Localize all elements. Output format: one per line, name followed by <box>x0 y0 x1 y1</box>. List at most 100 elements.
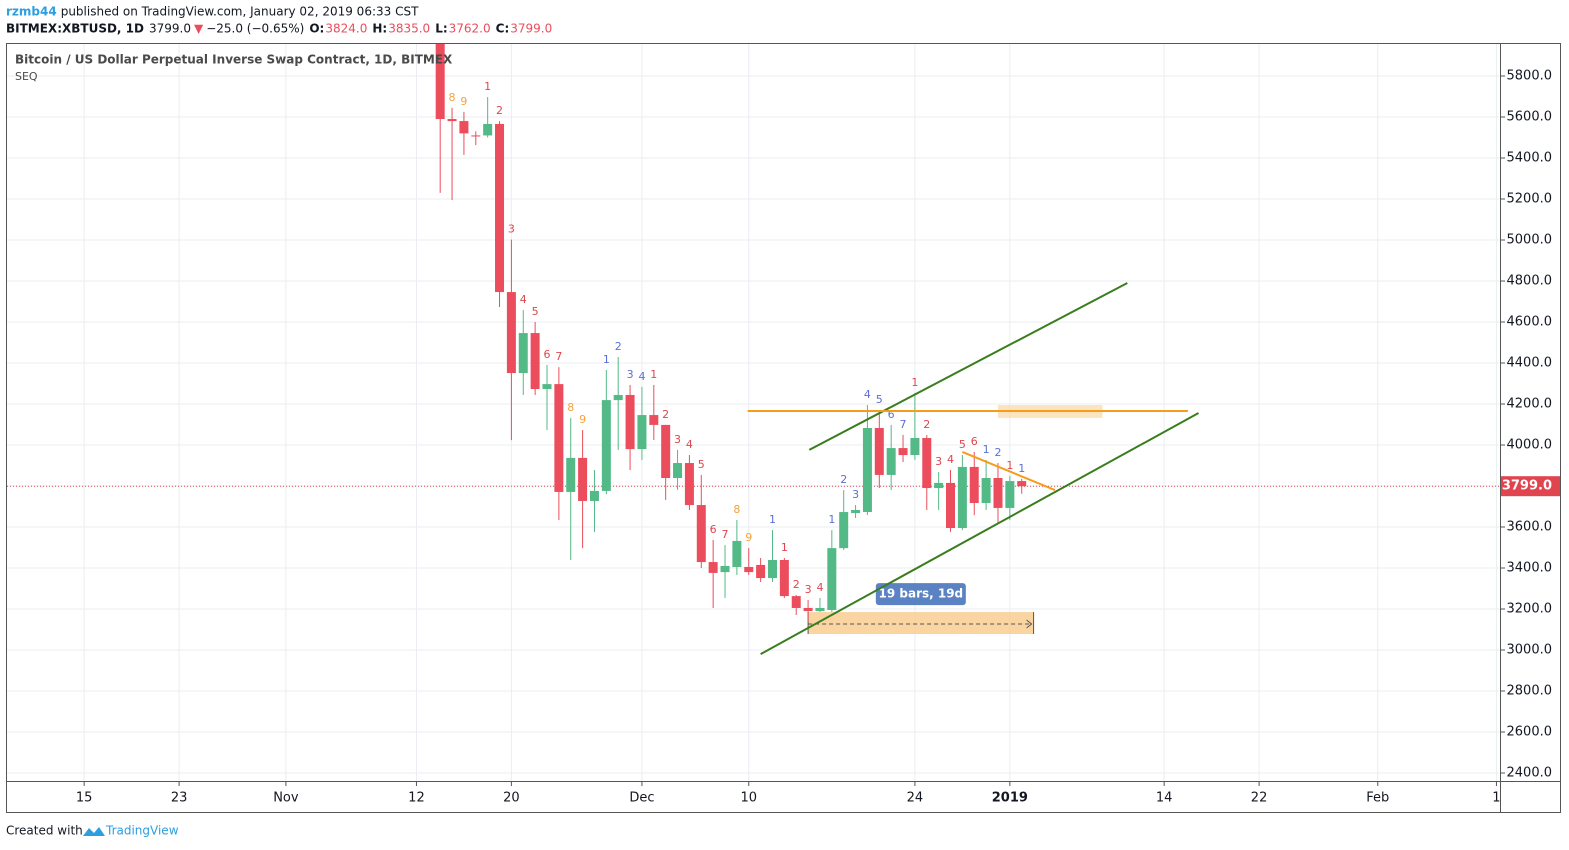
candle-body <box>506 292 516 374</box>
candle-body <box>934 482 944 489</box>
candle-body <box>495 123 505 293</box>
candle-body <box>981 477 991 504</box>
candle-body <box>589 490 599 501</box>
candle-body <box>1005 481 1015 508</box>
ohlc-value: 3835.0 <box>388 22 430 36</box>
seq-label: 2 <box>840 473 847 486</box>
seq-label: 4 <box>638 370 645 383</box>
seq-label: 5 <box>959 438 966 451</box>
candle-body <box>601 400 611 491</box>
candle-body <box>946 482 956 529</box>
seq-label: 2 <box>496 104 503 117</box>
y-tick-label: 4400.0 <box>1507 355 1553 370</box>
seq-label: 8 <box>567 401 574 414</box>
footer-logo <box>83 827 105 836</box>
candle-body <box>767 560 777 579</box>
candle-body <box>542 384 552 390</box>
y-tick-label: 5800.0 <box>1507 68 1553 83</box>
x-tick-label: 24 <box>907 791 924 806</box>
candle-body <box>862 427 872 513</box>
y-tick-label: 5000.0 <box>1507 232 1553 247</box>
seq-label: 7 <box>555 350 562 363</box>
y-tick-label: 3600.0 <box>1507 519 1553 534</box>
seq-label: 4 <box>947 453 954 466</box>
candle-body <box>708 562 718 573</box>
change-arrow: ▼ <box>194 22 204 36</box>
seq-label: 1 <box>769 513 776 526</box>
seq-label: 9 <box>579 413 586 426</box>
seq-label: 2 <box>994 446 1001 459</box>
ohlc-label: C: <box>496 22 510 36</box>
seq-label: 5 <box>698 458 705 471</box>
candle-body <box>898 448 908 456</box>
candle-body <box>732 540 742 567</box>
symbol: BITMEX:XBTUSD, 1D <box>6 22 144 36</box>
y-tick-label: 3200.0 <box>1507 601 1553 616</box>
trendline <box>961 451 1056 492</box>
y-tick-label: 2400.0 <box>1507 766 1553 781</box>
candle-body <box>720 565 730 573</box>
seq-label: 5 <box>876 393 883 406</box>
candle-body <box>625 394 635 450</box>
y-tick-label: 3400.0 <box>1507 560 1553 575</box>
chart-frame <box>6 43 1561 813</box>
y-tick-label: 2600.0 <box>1507 725 1553 740</box>
candle-body <box>673 463 683 478</box>
seq-label: 1 <box>828 513 835 526</box>
seq-label: 2 <box>923 418 930 431</box>
ohlc-value: 3799.0 <box>510 22 552 36</box>
date-range-label-box <box>875 583 966 606</box>
published-note: published on TradingView.com, January 02… <box>61 5 419 19</box>
y-tick-label: 5400.0 <box>1507 150 1553 165</box>
y-tick-label: 3000.0 <box>1507 643 1553 658</box>
candle-body <box>661 424 671 478</box>
candle-body <box>566 457 576 492</box>
seq-label: 1 <box>781 541 788 554</box>
last-price-box <box>1501 476 1560 497</box>
seq-label: 9 <box>460 95 467 108</box>
seq-label: 7 <box>722 528 729 541</box>
candle-body <box>803 607 813 612</box>
ohlc-value: 3824.0 <box>325 22 367 36</box>
y-tick-label: 4800.0 <box>1507 273 1553 288</box>
ohlc-label: H: <box>372 22 387 36</box>
seq-label: 1 <box>1006 459 1013 472</box>
footer-brand[interactable]: TradingView <box>105 824 179 838</box>
indicator-name: SEQ <box>15 70 38 83</box>
x-tick-label: 1 <box>1492 791 1500 806</box>
seq-label: 3 <box>508 223 515 236</box>
x-tick-label: 12 <box>408 791 425 806</box>
candle-body <box>779 560 789 597</box>
candle-body <box>518 333 528 374</box>
trendline <box>760 412 1200 655</box>
candle-body <box>744 566 754 573</box>
seq-label: 1 <box>603 353 610 366</box>
candle-body <box>578 457 588 501</box>
candle-body <box>696 505 706 563</box>
seq-label: 2 <box>615 340 622 353</box>
seq-label: 8 <box>733 503 740 516</box>
candle-body <box>649 415 659 425</box>
y-tick-label: 2800.0 <box>1507 684 1553 699</box>
candle-body <box>435 44 445 120</box>
candle-body <box>827 548 837 611</box>
candle-body <box>471 135 481 137</box>
candle-body <box>483 123 493 136</box>
seq-label: 5 <box>532 305 539 318</box>
candle-body <box>886 448 896 475</box>
candle-body <box>969 466 979 504</box>
x-tick-label: 23 <box>171 791 188 806</box>
x-tick-label: Nov <box>273 791 299 806</box>
candle-body <box>530 333 540 390</box>
seq-label: 4 <box>686 438 693 451</box>
seq-label: 3 <box>935 455 942 468</box>
x-tick-label: 2019 <box>992 791 1028 806</box>
seq-label: 3 <box>805 583 812 596</box>
candle-body <box>922 438 932 489</box>
logo-icon <box>83 827 105 836</box>
last-value: 3799.0 <box>149 22 191 36</box>
x-tick-label: 20 <box>503 791 520 806</box>
